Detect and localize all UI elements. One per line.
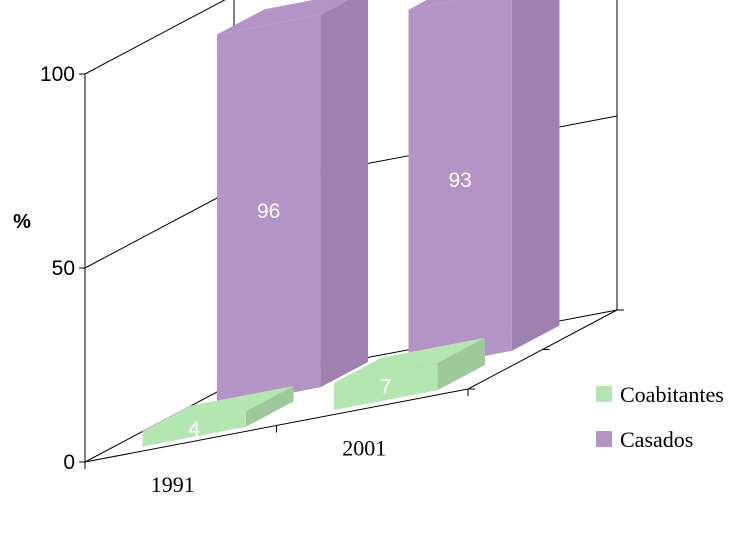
y-tick-label: 0 bbox=[63, 451, 75, 474]
bar-side-face bbox=[437, 337, 485, 391]
bar-coabitantes-1991: 4 bbox=[142, 386, 294, 447]
chart-bars: 96 93 4 7 bbox=[142, 0, 560, 447]
bar-top-face bbox=[334, 337, 485, 383]
bar-front-face bbox=[142, 411, 246, 447]
legend-swatch bbox=[596, 386, 612, 402]
bar-front-face bbox=[217, 14, 321, 408]
left-wall-top-edge bbox=[84, 0, 226, 75]
bar-side-face bbox=[245, 386, 294, 427]
bar-front-face bbox=[334, 363, 438, 410]
legend-label: Casados bbox=[620, 427, 693, 452]
legend-swatch bbox=[596, 431, 612, 447]
chart-floor-axes: 1991 2001 bbox=[84, 309, 624, 497]
y-tick-label: 50 bbox=[52, 257, 75, 280]
bar-casados-2001: 93 bbox=[408, 0, 560, 371]
bar-coabitantes-2001: 7 bbox=[334, 337, 485, 410]
bar-data-label: 93 bbox=[448, 169, 471, 192]
x-tick-label: 2001 bbox=[342, 435, 386, 460]
bar-data-label: 7 bbox=[380, 376, 392, 399]
bar-top-face bbox=[142, 386, 294, 431]
legend: Coabitantes Casados bbox=[596, 382, 724, 452]
bar-casados-1991: 96 bbox=[217, 0, 368, 408]
legend-item-coabitantes: Coabitantes bbox=[596, 382, 724, 407]
legend-label: Coabitantes bbox=[620, 382, 724, 407]
bar-side-face bbox=[511, 0, 560, 351]
bar-side-face bbox=[320, 0, 368, 388]
y-tick-label: 100 bbox=[40, 63, 75, 86]
y-axis-label: % bbox=[13, 211, 31, 233]
bar-data-label: 4 bbox=[188, 418, 200, 441]
bar-front-face bbox=[408, 0, 512, 371]
chart-labels: % 0 50 100 bbox=[13, 63, 85, 474]
bar-top-face bbox=[217, 0, 349, 35]
bar-data-label: 96 bbox=[257, 200, 280, 223]
legend-item-casados: Casados bbox=[596, 427, 693, 452]
x-tick-label: 1991 bbox=[151, 472, 195, 497]
